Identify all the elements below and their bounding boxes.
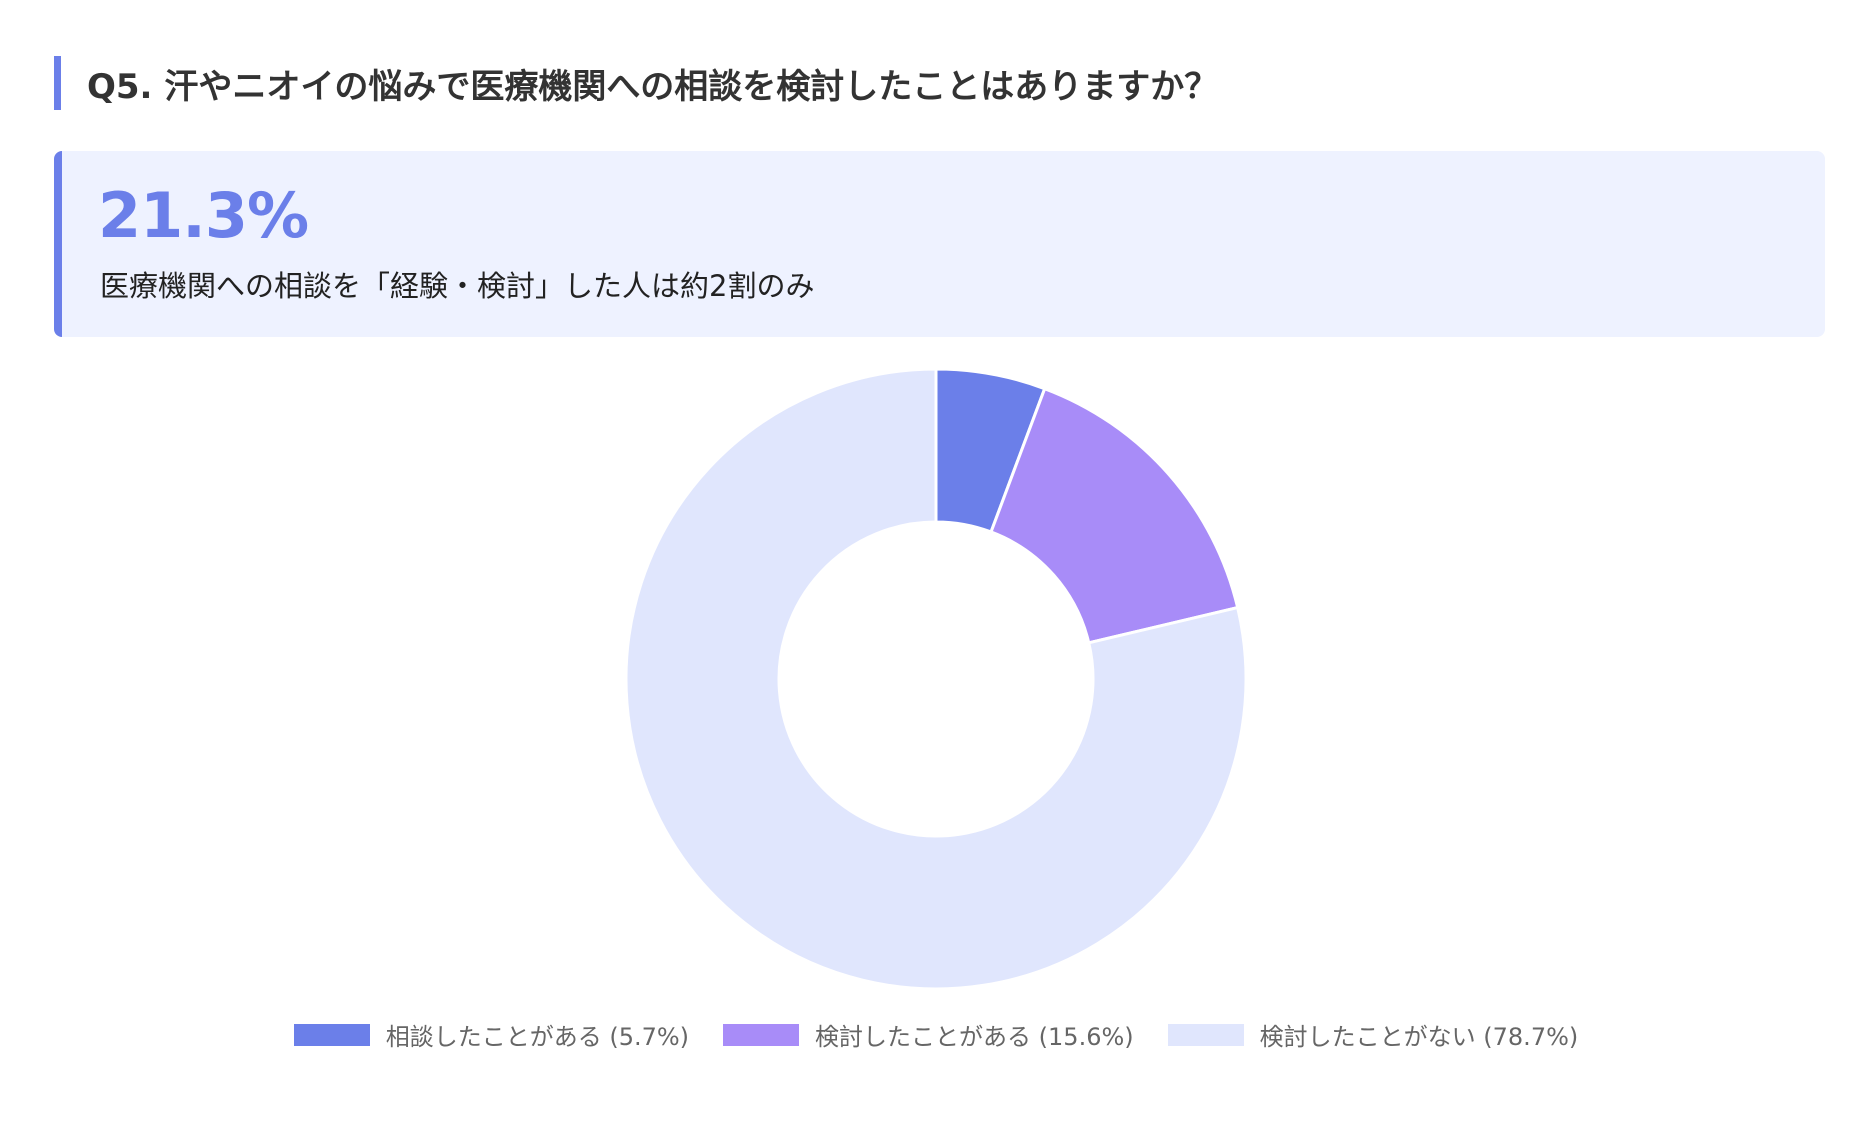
highlight-value: 21.3% — [98, 179, 309, 252]
legend-swatch — [293, 1023, 370, 1046]
question-text: Q5. 汗やニオイの悩みで医療機関への相談を検討したことはありますか？ — [87, 66, 1219, 107]
question-title: Q5. 汗やニオイの悩みで医療機関への相談を検討したことはありますか？ — [54, 56, 1218, 110]
highlight-card: 21.3% 医療機関への相談を「経験・検討」した人は約2割のみ — [54, 151, 1825, 337]
legend-item-2: 検討したことがある (15.6%) — [723, 1017, 1134, 1052]
donut-slice-2 — [989, 386, 1240, 645]
legend-swatch — [723, 1023, 800, 1046]
legend-label: 相談したことがある (5.7%) — [385, 1023, 690, 1051]
legend-label: 検討したことがない (78.7%) — [1259, 1023, 1579, 1051]
chart-legend: 相談したことがある (5.7%) 検討したことがある (15.6%) 検討したことが… — [0, 1017, 1872, 1052]
legend-label: 検討したことがある (15.6%) — [815, 1023, 1134, 1051]
legend-item-3: 検討したことがない (78.7%) — [1167, 1017, 1579, 1052]
legend-item-1: 相談したことがある (5.7%) — [293, 1017, 690, 1052]
legend-swatch — [1167, 1023, 1244, 1046]
donut-chart — [624, 367, 1248, 991]
highlight-caption: 医療機関への相談を「経験・検討」した人は約2割のみ — [100, 269, 815, 303]
donut-slice-3 — [624, 367, 1248, 991]
